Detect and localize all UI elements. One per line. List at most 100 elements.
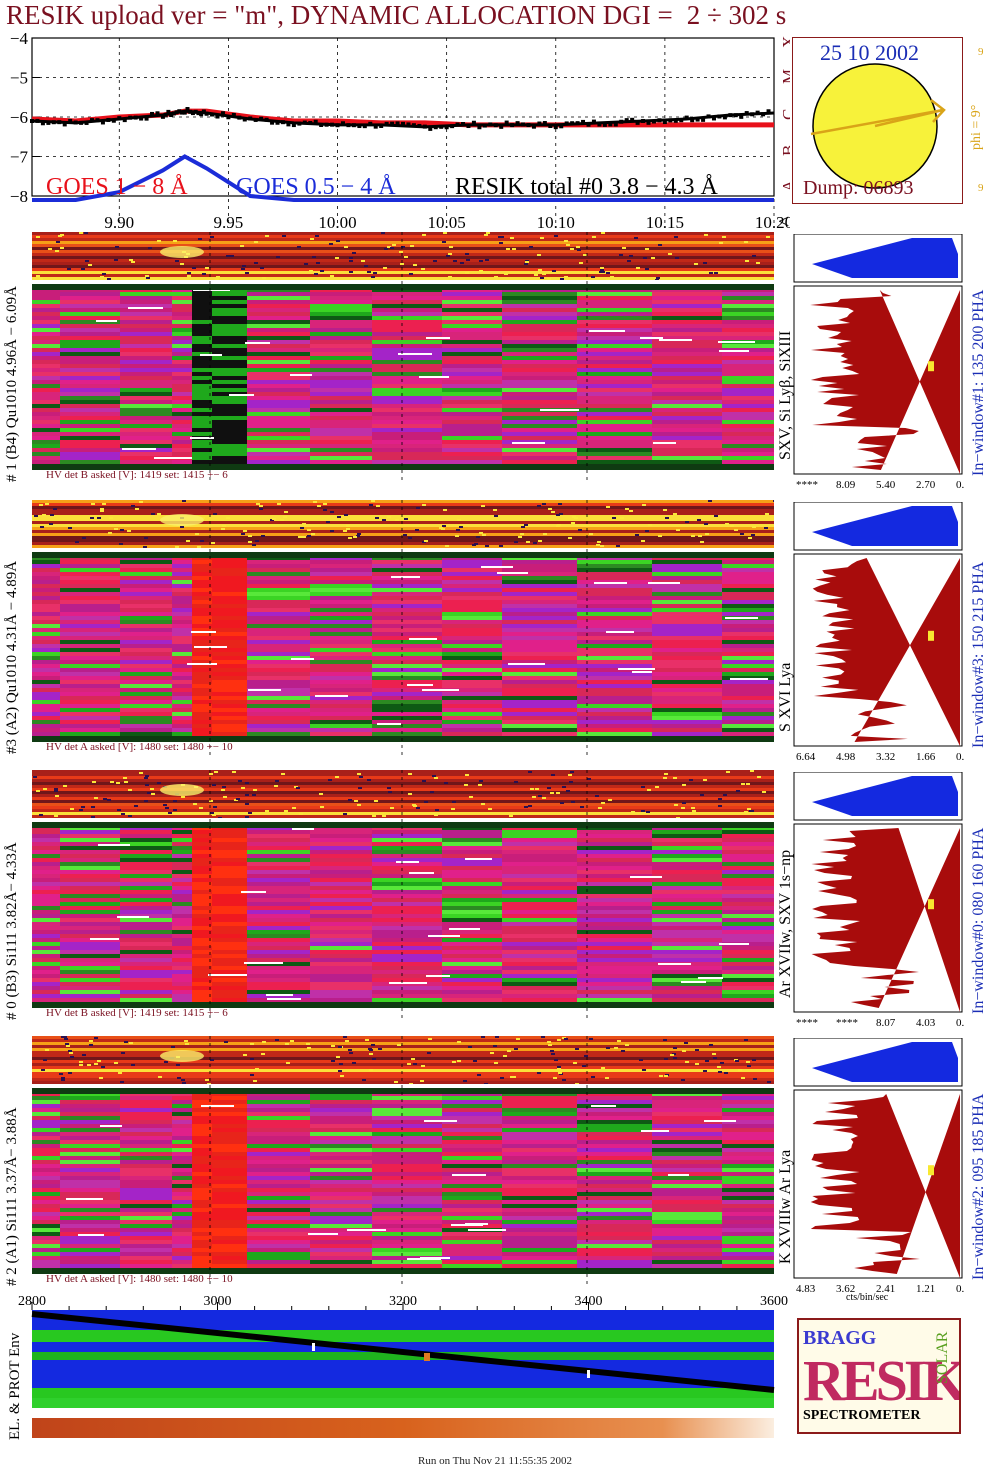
spectro-cell: [172, 308, 192, 312]
spectro-cell: [372, 452, 442, 456]
spectro-cell: [577, 360, 652, 364]
strip-speckle: [304, 263, 308, 265]
spectro-cell: [652, 930, 722, 934]
strip-speckle: [213, 513, 217, 515]
spectro-cell: [60, 1192, 120, 1196]
spectro-cell: [172, 628, 192, 632]
spectro-cell: [247, 308, 310, 312]
spectro-cell: [577, 922, 652, 926]
resik-total-point: [733, 113, 738, 118]
spectro-cell: [247, 364, 310, 368]
spectro-cell: [212, 400, 247, 404]
spectro-cell: [502, 1232, 577, 1236]
strip-speckle: [314, 273, 318, 275]
spectro-cell: [247, 1164, 310, 1168]
spectro-cell: [372, 1212, 442, 1216]
spectro-cell: [192, 910, 212, 914]
spectro-cell: [652, 1136, 722, 1140]
resik-total-point: [510, 123, 515, 128]
spectro-cell: [310, 608, 372, 612]
spectro-cell: [372, 1216, 442, 1220]
spectro-cell: [442, 380, 502, 384]
spectro-cell: [192, 396, 212, 400]
spectro-cell: [722, 716, 774, 720]
spectro-cell: [172, 664, 192, 668]
strip-speckle: [384, 248, 388, 250]
spectro-cell: [652, 380, 722, 384]
spectro-cell: [310, 1232, 372, 1236]
strip-speckle: [445, 545, 449, 547]
spectro-cell: [722, 1188, 774, 1192]
spectro-cell: [722, 444, 774, 448]
strip-speckle: [121, 1052, 125, 1054]
spectro-cell: [442, 910, 502, 914]
x-tick-label: 10.10: [537, 213, 575, 232]
spectro-cell: [442, 970, 502, 974]
spectro-cell: [247, 320, 310, 324]
strip-speckle: [400, 263, 404, 265]
strip-speckle: [399, 251, 403, 253]
spectro-cell: [442, 1096, 502, 1100]
spectro-cell: [212, 1180, 247, 1184]
resik-total-point: [564, 121, 569, 126]
spectro-cell: [442, 894, 502, 898]
spectro-cell: [442, 1100, 502, 1104]
spectro-cell: [372, 716, 442, 720]
strip-speckle: [568, 774, 572, 776]
strip-speckle: [50, 514, 54, 516]
spectro-cell: [577, 946, 652, 950]
strip-speckle: [238, 780, 242, 782]
spectro-cell: [212, 866, 247, 870]
spectro-cell: [722, 1180, 774, 1184]
strip-speckle: [494, 1062, 498, 1064]
spectro-cell: [247, 624, 310, 628]
spectro-cell: [442, 1260, 502, 1264]
spectro-cell: [172, 392, 192, 396]
spectro-cell: [247, 1096, 310, 1100]
strip-speckle: [181, 1079, 185, 1081]
spectro-cell: [212, 1148, 247, 1152]
spectro-cell: [372, 392, 442, 396]
spectro-cell: [722, 902, 774, 906]
spectro-cell: [442, 688, 502, 692]
spectro-cell: [120, 664, 172, 668]
spectro-cell: [310, 292, 372, 296]
spectro-cell: [120, 676, 172, 680]
spectro-cell: [722, 432, 774, 436]
strip-speckle: [697, 519, 701, 521]
strip-speckle: [34, 515, 38, 517]
spectro-cell: [247, 452, 310, 456]
spectro-cell: [192, 874, 212, 878]
spectro-cell: [32, 866, 60, 870]
spectro-cell: [310, 352, 372, 356]
spectro-cell: [372, 628, 442, 632]
strip-speckle: [444, 782, 448, 784]
strip-speckle: [606, 506, 610, 508]
spectro-cell: [722, 834, 774, 838]
spectro-cell: [442, 962, 502, 966]
resik-total-point: [630, 117, 635, 122]
spectro-cell: [502, 950, 577, 954]
spectro-cell: [442, 408, 502, 412]
spectro-cell: [577, 700, 652, 704]
spectro-cell: [310, 1140, 372, 1144]
spectro-cell: [722, 874, 774, 878]
resik-total-point: [188, 109, 193, 114]
spectro-cell: [442, 1120, 502, 1124]
spectro-cell: [577, 384, 652, 388]
spectro-cell: [442, 612, 502, 616]
strip-speckle: [457, 1041, 461, 1043]
spectro-cell: [310, 348, 372, 352]
spectro-cell: [652, 1164, 722, 1168]
spectro-cell: [60, 456, 120, 460]
strip-speckle: [245, 794, 249, 796]
spectro-cell: [502, 974, 577, 978]
spectro-cell: [442, 588, 502, 592]
spectro-cell: [247, 966, 310, 970]
spectro-cell: [192, 978, 212, 982]
strip-speckle: [741, 783, 745, 785]
spectro-cell: [310, 1228, 372, 1232]
spectro-cell: [502, 1172, 577, 1176]
strip-speckle: [619, 254, 623, 256]
spectro-cell: [60, 1216, 120, 1220]
